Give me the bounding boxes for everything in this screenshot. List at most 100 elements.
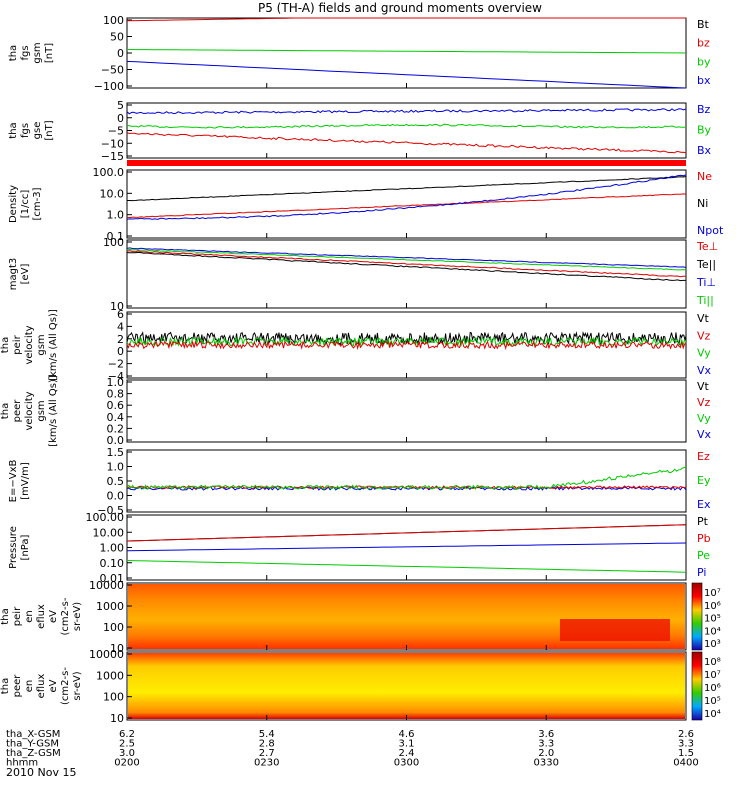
y-tick-label: 1000 (96, 669, 124, 682)
y-tick-label: 0.0 (107, 434, 125, 447)
y-tick-label: −2 (108, 358, 124, 371)
y-tick-label: 1000 (96, 600, 124, 613)
series-bz (126, 17, 686, 22)
y-axis-label: velocity (24, 391, 35, 430)
legend-entry: Ey (697, 474, 711, 487)
y-axis-label: tha (0, 403, 11, 419)
y-axis-label: [nT] (44, 43, 55, 63)
series-ez (126, 485, 687, 490)
legend-entry: Pt (697, 515, 709, 528)
y-tick-label: −50 (101, 64, 124, 77)
y-axis-label: velocity (24, 325, 35, 364)
legend-entry: Te⊥ (696, 240, 718, 253)
ephemeris-value: 2.8 (259, 739, 275, 750)
legend-entry: By (697, 124, 712, 137)
series-pb (126, 524, 687, 542)
y-axis-label: gsm (32, 42, 43, 63)
series-ex (126, 485, 687, 491)
legend-entry: Vx (697, 364, 712, 377)
y-tick-label: 1.0 (107, 376, 125, 389)
y-axis-label: [km/s (All Qs)] (48, 309, 59, 381)
y-axis-label: magt3 (8, 258, 19, 291)
y-tick-label: 0.2 (107, 422, 125, 435)
series-bx (126, 132, 687, 154)
ephemeris-value: 0300 (394, 758, 419, 769)
y-axis-label: gse (32, 122, 43, 140)
y-tick-label: 10.00 (93, 526, 125, 539)
legend-entry: Pe (697, 549, 710, 562)
y-tick-label: 0.01 (100, 572, 125, 585)
legend-entry: Vx (697, 428, 712, 441)
y-tick-label: 0.10 (100, 557, 125, 570)
series-vz (126, 339, 687, 351)
legend-entry: Vz (697, 329, 711, 342)
legend-entry: Vt (697, 312, 710, 325)
ephemeris-value: 2.5 (119, 739, 135, 750)
legend-entry: Ni (697, 197, 708, 210)
y-tick-label: 10 (110, 300, 124, 313)
y-tick-label: −15 (101, 150, 124, 163)
ephemeris-value: 2.4 (399, 748, 415, 759)
series-ti-par (126, 248, 687, 271)
panel-3: 100.0 10.0 1.0 0.1 Density [1/cc] [cm-3] Ne Ni Np… (8, 166, 724, 243)
y-axis-label: Density (8, 185, 19, 223)
y-tick-label: −4 (108, 370, 124, 383)
y-axis-label: en (24, 610, 35, 623)
y-tick-label: 1.00 (100, 542, 125, 555)
y-tick-label: 0.8 (107, 388, 125, 401)
y-tick-label: 10 (110, 712, 124, 725)
y-tick-label: 0.0 (107, 490, 125, 503)
y-tick-label: 100 (103, 14, 124, 27)
colorbar-tick-label: 10⁵ (704, 614, 721, 625)
y-axis-label: [1/cc] (20, 190, 31, 219)
panel-7: 1.5 1.00.5 0.0−0.5 E=−VxB [mV/m] Ez Ey Ex (8, 446, 711, 517)
y-tick-label: 50 (110, 31, 124, 44)
legend-entry: Pb (697, 532, 711, 545)
ephemeris-label: tha_Y-GSM (6, 739, 59, 750)
panel-10: 10⁸ 10⁷ 10⁶ 10⁵ 10⁴ 10000 1000 100 10 tha peer en ef… (0, 648, 721, 725)
ephemeris-label: tha_X-GSM (6, 729, 60, 740)
y-tick-label: 5 (117, 99, 124, 112)
panel-2: 50−5−10−15 tha fgs gse [nT] Bz By Bx (8, 99, 712, 166)
y-axis-label: tha (8, 122, 19, 138)
y-tick-label: 10.0 (100, 187, 125, 200)
panel-1: 100 50 0 −50 −100 tha fgs gsm [nT] Bt bz by bx (8, 14, 711, 93)
legend-entry: Ti|| (696, 294, 714, 307)
colorbar-tick-label: 10⁸ (704, 657, 721, 668)
y-axis-label: fgs (20, 45, 31, 60)
colorbar (691, 582, 703, 651)
panel-6: 1.00.80.60.40.20.0 tha peer velocity gsm [km/… (0, 375, 712, 447)
legend-entry: Bt (697, 18, 710, 31)
date-label: 2010 Nov 15 (6, 766, 76, 779)
ephemeris-value: 3.3 (538, 739, 554, 750)
y-axis-label: peir (12, 606, 23, 626)
y-axis-label: tha (8, 45, 19, 61)
y-axis-label: E=−VxB (8, 460, 19, 503)
y-axis-label: fgs (20, 123, 31, 138)
panel-frame (126, 311, 687, 379)
y-axis-label: tha (0, 678, 11, 694)
ephemeris-value: 1.5 (678, 748, 694, 759)
panel-frame (126, 17, 687, 89)
legend-entry: Vy (697, 347, 711, 360)
colorbar-tick-label: 10⁴ (704, 626, 721, 637)
y-tick-label: 6 (117, 308, 124, 321)
y-tick-label: 0 (117, 345, 124, 358)
legend-entry: Ne (697, 170, 712, 183)
legend-entry: bx (697, 74, 711, 87)
ephemeris-value: 2.0 (538, 748, 554, 759)
y-tick-label: 100 (103, 691, 124, 704)
series-pe (126, 560, 687, 573)
series-bz (126, 108, 687, 115)
ephemeris-value: 4.6 (399, 729, 415, 740)
colorbar-tick-label: 10⁴ (704, 709, 721, 720)
legend-entry: bz (697, 37, 710, 50)
figure-title: P5 (TH-A) fields and ground moments over… (258, 1, 542, 15)
y-axis-label: [mV/m] (20, 462, 31, 500)
y-tick-label: 0 (117, 112, 124, 125)
ephemeris-value: 0400 (673, 758, 698, 769)
y-tick-label: 1.0 (107, 461, 125, 474)
